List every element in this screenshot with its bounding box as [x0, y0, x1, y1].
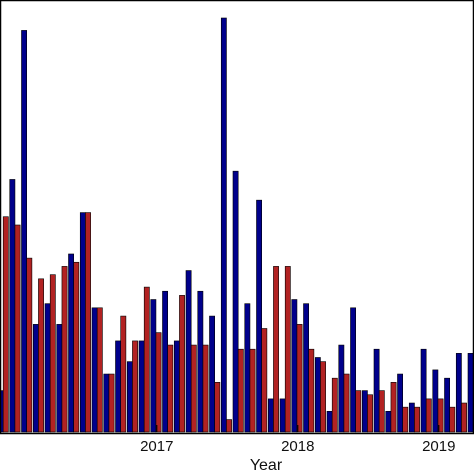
bar-series-1-period-39: [455, 353, 462, 433]
bar-series-2-period-5: [61, 266, 68, 433]
bar-series-1-period-24: [279, 398, 286, 433]
bar-series-2-period-37: [437, 398, 444, 433]
bar-series-1-period-29: [338, 344, 345, 433]
bar-series-2-period-33: [390, 382, 397, 433]
bar-series-2-period-1: [14, 224, 21, 433]
bar-series-1-period-2: [21, 30, 27, 433]
x-axis-label: Year: [250, 457, 283, 474]
bar-series-2-period-35: [414, 406, 420, 433]
bar-series-2-period-28: [331, 377, 338, 433]
bar-series-2-period-30: [355, 390, 362, 433]
bar-series-1-period-28: [326, 410, 333, 433]
bar-series-2-period-0: [2, 216, 9, 433]
bar-series-1-period-19: [220, 17, 227, 433]
bar-series-2-period-10: [120, 315, 127, 433]
bar-series-1-period-27: [314, 357, 321, 433]
bar-series-1-period-1: [9, 179, 16, 433]
bar-series-2-period-3: [38, 278, 44, 433]
bar-series-2-period-4: [49, 274, 56, 433]
bar-series-2-period-16: [190, 344, 197, 433]
bar-series-2-period-27: [320, 361, 326, 433]
x-tick-label-1: 2018: [281, 438, 314, 455]
bar-series-1-period-9: [103, 373, 110, 433]
bar-series-2-period-13: [155, 332, 162, 433]
bar-series-1-period-15: [173, 340, 180, 433]
bars-group: [0, 17, 474, 433]
bar-series-1-period-30: [350, 307, 356, 433]
bar-series-1-period-12: [138, 340, 145, 433]
bar-series-1-period-20: [232, 170, 239, 433]
bar-series-1-period-36: [420, 348, 427, 433]
bar-series-2-period-11: [132, 340, 138, 433]
bar-series-2-period-32: [378, 390, 385, 433]
bar-series-1-period-3: [32, 324, 39, 433]
x-tick-label-0: 2017: [140, 438, 173, 455]
bar-series-2-period-9: [108, 373, 115, 433]
bar-series-2-period-23: [273, 266, 279, 433]
bar-series-2-period-12: [143, 286, 150, 433]
bar-series-2-period-24: [284, 266, 291, 433]
bar-series-1-period-35: [408, 402, 415, 433]
bar-series-1-period-18: [209, 315, 215, 433]
bar-series-2-period-6: [73, 261, 80, 433]
bar-series-1-period-31: [361, 390, 368, 433]
bar-series-2-period-2: [26, 257, 33, 433]
bar-series-2-period-14: [167, 344, 174, 433]
bar-series-1-period-37: [432, 369, 439, 433]
bar-series-1-period-17: [197, 290, 204, 433]
bar-series-1-period-34: [397, 373, 403, 433]
bar-series-1-period-11: [126, 361, 133, 433]
bar-series-1-period-13: [150, 299, 157, 433]
bar-series-2-period-36: [425, 398, 432, 433]
bar-series-2-period-34: [402, 406, 409, 433]
bar-series-2-period-17: [202, 344, 209, 433]
bar-series-1-period-10: [115, 340, 121, 433]
bar-series-2-period-39: [461, 402, 467, 433]
bar-series-2-period-29: [343, 373, 350, 433]
bar-series-1-period-22: [256, 199, 262, 433]
bar-series-2-period-18: [214, 382, 221, 433]
bar-series-2-period-8: [96, 307, 103, 433]
bar-series-1-period-14: [162, 290, 168, 433]
bar-series-2-period-15: [179, 295, 185, 433]
bar-series-1-period-40: [467, 353, 474, 433]
bar-series-1-period-32: [373, 348, 380, 433]
bar-series-1-period-8: [91, 307, 98, 433]
bar-series-2-period-26: [308, 348, 315, 433]
bar-series-1-period-7: [79, 212, 86, 433]
bar-series-1-period-6: [68, 253, 74, 433]
bar-series-1-period-38: [444, 377, 450, 433]
bar-series-2-period-20: [237, 348, 244, 433]
bar-series-1-period-26: [303, 303, 309, 433]
bar-series-1-period-25: [291, 299, 298, 433]
bar-series-2-period-38: [449, 406, 456, 433]
bar-series-2-period-25: [296, 324, 303, 433]
bar-series-2-period-19: [226, 419, 232, 433]
bar-series-2-period-22: [261, 328, 268, 433]
bar-series-1-period-4: [44, 303, 51, 433]
x-ticks-group: 2017 2018 2019: [140, 425, 455, 455]
bar-series-1-period-33: [385, 410, 392, 433]
bar-series-1-period-23: [267, 398, 274, 433]
bar-series-1-period-21: [244, 303, 251, 433]
bar-series-1-period-16: [185, 270, 192, 433]
bar-series-2-period-7: [85, 212, 91, 433]
x-tick-label-2: 2019: [422, 438, 455, 455]
bar-series-2-period-21: [249, 348, 256, 433]
bar-series-1-period-5: [56, 324, 63, 433]
bar-series-2-period-31: [367, 394, 373, 433]
